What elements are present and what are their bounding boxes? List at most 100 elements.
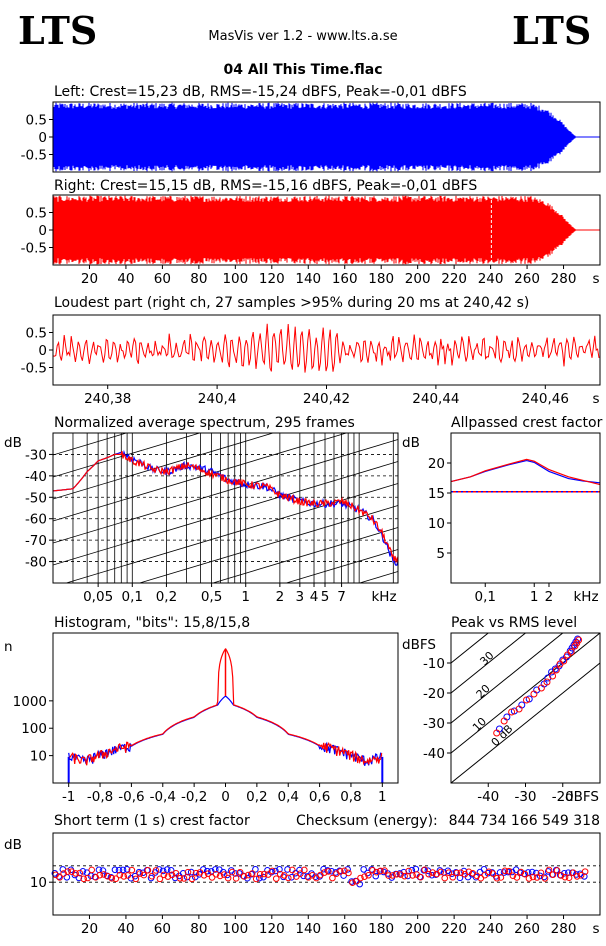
shortcrest-point-0	[256, 874, 263, 882]
allpass-title: Allpassed crest factor	[451, 415, 603, 431]
shortcrest-point-0	[167, 867, 175, 874]
shortcrest-point-1	[361, 873, 368, 880]
right-xtick: 180	[368, 271, 394, 287]
shortcrest-point-1	[172, 869, 180, 877]
shortcrest-xtick: 260	[514, 921, 540, 937]
spectrum-ytick: -60	[25, 512, 47, 528]
shortcrest-point-1	[305, 874, 312, 881]
shortcrest-point-1	[132, 875, 140, 883]
histogram-xtick: 0,2	[246, 789, 267, 805]
histogram-series-0	[68, 695, 383, 766]
right-title: Right: Crest=15,15 dB, RMS=-15,16 dBFS, …	[54, 178, 477, 194]
allpass-ytick: 20	[428, 456, 445, 472]
shortcrest-point-1	[533, 874, 541, 881]
histogram-xtick: -0,8	[87, 789, 113, 805]
allpass-ylabel: dB	[402, 435, 420, 451]
spectrum-slope-line	[64, 483, 398, 583]
shortcrest-point-1	[557, 872, 565, 879]
shortcrest-point-1	[497, 874, 505, 881]
spectrum-series-1	[53, 451, 398, 564]
spectrum-slope-line	[53, 433, 348, 522]
loudest-ytick: 0.5	[26, 326, 47, 342]
shortcrest-point-1	[373, 868, 380, 876]
shortcrest-point-1	[449, 873, 457, 881]
spectrum-ytick: -70	[25, 533, 47, 549]
shortcrest-point-1	[325, 868, 332, 875]
allpass-frame	[450, 432, 601, 584]
right-xtick: 100	[222, 271, 248, 287]
spectrum-xtick: 0,05	[83, 589, 113, 605]
shortcrest-point-0	[99, 867, 107, 874]
shortcrest-xtick: 100	[222, 921, 248, 937]
shortcrest-point-1	[301, 866, 308, 874]
shortcrest-point-1	[120, 873, 128, 880]
right-xtick: 40	[117, 271, 134, 287]
shortcrest-point-1	[164, 873, 172, 880]
shortcrest-point-1	[160, 871, 168, 879]
right-ytick: 0	[38, 223, 47, 239]
shortcrest-point-1	[349, 879, 356, 886]
shortcrest-point-1	[357, 874, 364, 882]
right-xtick: 200	[405, 271, 431, 287]
shortcrest-xtick: 60	[154, 921, 171, 937]
shortcrest-point-1	[465, 868, 473, 876]
peakrms-crest-label: 0 dB	[489, 722, 516, 749]
histogram-xtick: -1	[62, 789, 75, 805]
right-xtick: 260	[514, 271, 540, 287]
shortcrest-point-1	[148, 872, 156, 880]
peakrms-frame	[450, 632, 601, 784]
shortcrest-point-1	[505, 867, 513, 875]
shortcrest-point-1	[569, 869, 577, 876]
spectrum-xtick: 0,2	[156, 589, 177, 605]
loudest-xtick: 240,42	[303, 391, 350, 407]
shortcrest-point-0	[163, 866, 171, 873]
shortcrest-point-1	[68, 868, 75, 876]
shortcrest-point-1	[329, 874, 336, 882]
file-title: 04 All This Time.flac	[223, 62, 382, 78]
shortcrest-point-1	[393, 871, 400, 878]
peakrms-point-1	[552, 666, 560, 674]
histogram-chart: n 1000 100 10 -1 -0,8 -0,6 -0,4 -0,2 0 0,2 0,4 0,6 0,…	[4, 632, 399, 805]
shortcrest-point-1	[581, 868, 589, 875]
shortcrest-point-1	[405, 867, 412, 875]
right-xunit: s	[592, 271, 599, 287]
shortcrest-xtick: 120	[259, 921, 285, 937]
shortcrest-point-0	[79, 868, 87, 875]
peakrms-ytick: -30	[423, 716, 445, 732]
shortcrest-point-1	[108, 874, 116, 882]
peakrms-point-1	[523, 696, 530, 704]
spectrum-xtick: 7	[337, 589, 346, 605]
histogram-xtick: -0,4	[150, 789, 176, 805]
shortcrest-point-0	[504, 868, 512, 876]
shortcrest-xunit: s	[592, 921, 599, 937]
shortcrest-point-0	[115, 866, 123, 874]
shortcrest-point-1	[224, 874, 232, 882]
spectrum-chart: dB-30 -40 -50 -60 -70 -80 0,05 0,1 0,2 0,5 1 2 3 4 5 7 k…	[4, 432, 399, 605]
shortcrest-point-0	[368, 866, 376, 873]
spectrum-slope-line	[53, 439, 398, 544]
shortcrest-point-1	[529, 873, 537, 881]
shortcrest-point-1	[212, 870, 220, 878]
loudest-xtick: 240,46	[522, 391, 569, 407]
peakrms-point-1	[537, 684, 545, 692]
shortcrest-point-1	[268, 867, 276, 875]
shortcrest-point-1	[60, 870, 67, 877]
shortcrest-point-1	[152, 867, 160, 874]
loudest-ytick: -0.5	[21, 361, 47, 377]
shortcrest-point-0	[284, 866, 291, 873]
shortcrest-point-1	[345, 869, 352, 877]
shortcrest-point-0	[460, 867, 468, 875]
shortcrest-point-0	[211, 866, 219, 873]
shortcrest-point-0	[111, 866, 119, 874]
histogram-ytick: 100	[21, 721, 47, 737]
peakrms-xtick: -30	[514, 789, 536, 805]
left-title: Left: Crest=15,23 dB, RMS=-15,24 dBFS, P…	[54, 84, 467, 100]
spectrum-xtick: 1	[241, 589, 250, 605]
shortcrest-point-0	[159, 867, 167, 875]
shortcrest-point-0	[360, 866, 367, 873]
shortcrest-point-0	[123, 866, 131, 873]
shortcrest-point-1	[353, 877, 360, 885]
shortcrest-point-1	[425, 870, 432, 878]
shortcrest-point-1	[437, 868, 445, 876]
shortcrest-point-1	[521, 870, 529, 878]
